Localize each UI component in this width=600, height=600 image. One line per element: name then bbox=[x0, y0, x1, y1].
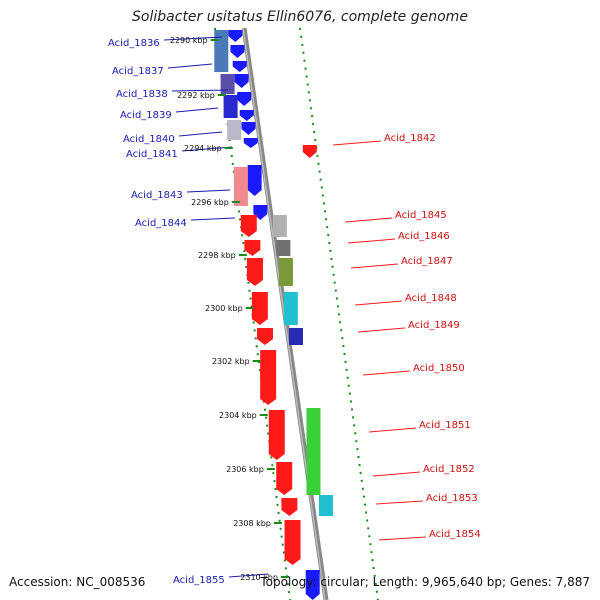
gene-label-acid-1844[interactable]: Acid_1844 bbox=[135, 218, 187, 229]
forward-gene-arrow[interactable] bbox=[234, 74, 249, 88]
tick-label: 2296 kbp bbox=[191, 198, 229, 207]
accession-text: Accession: NC_008536 bbox=[9, 575, 146, 589]
label-connector bbox=[344, 217, 393, 223]
gene-label-acid-1855[interactable]: Acid_1855 bbox=[173, 575, 225, 586]
label-connector bbox=[167, 63, 213, 69]
tick-label: 2290 kbp bbox=[170, 36, 208, 45]
tick-label: 2310 kbp bbox=[240, 573, 278, 582]
gene-label-acid-1848[interactable]: Acid_1848 bbox=[405, 293, 457, 304]
forward-gene-arrow[interactable] bbox=[243, 138, 258, 148]
forward-gene-arrow[interactable] bbox=[232, 61, 247, 72]
label-connector bbox=[186, 189, 231, 193]
label-connector bbox=[362, 370, 411, 376]
label-connector bbox=[375, 500, 424, 505]
label-connector bbox=[357, 327, 406, 333]
reverse-homolog-block bbox=[276, 240, 291, 256]
gene-label-acid-1841[interactable]: Acid_1841 bbox=[126, 149, 178, 160]
reverse-homolog-block bbox=[289, 328, 304, 345]
forward-gene-arrow[interactable] bbox=[305, 570, 320, 600]
label-connector bbox=[332, 140, 382, 146]
reverse-homolog-block bbox=[283, 292, 298, 325]
gene-label-acid-1847[interactable]: Acid_1847 bbox=[401, 256, 453, 267]
label-connector bbox=[350, 263, 399, 269]
forward-gene-arrow[interactable] bbox=[237, 92, 252, 106]
label-connector bbox=[368, 427, 417, 433]
tick-label: 2292 kbp bbox=[177, 91, 215, 100]
forward-gene-arrow[interactable] bbox=[239, 110, 254, 121]
reverse-gene-arrow[interactable] bbox=[244, 240, 261, 256]
reverse-gene-arrow[interactable] bbox=[268, 410, 285, 460]
reverse-gene-arrow[interactable] bbox=[251, 292, 268, 325]
reverse-gene-arrow[interactable] bbox=[276, 462, 293, 495]
gene-label-acid-1850[interactable]: Acid_1850 bbox=[413, 363, 465, 374]
gene-label-acid-1845[interactable]: Acid_1845 bbox=[395, 210, 447, 221]
right-dotted-track bbox=[299, 27, 379, 600]
reverse-gene-arrow[interactable] bbox=[260, 350, 277, 405]
gene-label-acid-1853[interactable]: Acid_1853 bbox=[426, 493, 478, 504]
reverse-homolog-block bbox=[306, 408, 321, 495]
forward-gene-arrow[interactable] bbox=[253, 205, 268, 220]
reverse-homolog-block bbox=[278, 258, 293, 286]
gene-labels: Acid_1836 Acid_1837 Acid_1838 Acid_1839 Acid… bbox=[108, 38, 481, 586]
gene-label-acid-1839[interactable]: Acid_1839 bbox=[120, 110, 172, 121]
tick-label: 2298 kbp bbox=[198, 251, 236, 260]
tick-label: 2300 kbp bbox=[205, 304, 243, 313]
gene-label-acid-1842[interactable]: Acid_1842 bbox=[384, 133, 436, 144]
label-connector bbox=[163, 36, 223, 41]
gene-label-acid-1846[interactable]: Acid_1846 bbox=[398, 231, 450, 242]
gene-label-acid-1843[interactable]: Acid_1843 bbox=[131, 190, 183, 201]
forward-homolog-block bbox=[227, 120, 242, 140]
label-connector bbox=[190, 217, 236, 221]
reverse-gene-arrow[interactable] bbox=[246, 258, 263, 286]
gene-label-acid-1852[interactable]: Acid_1852 bbox=[423, 464, 475, 475]
forward-homolog-block bbox=[220, 74, 235, 94]
label-connector bbox=[354, 300, 403, 306]
reverse-homolog-block bbox=[272, 215, 287, 237]
gene-label-acid-1840[interactable]: Acid_1840 bbox=[123, 134, 175, 145]
label-connectors bbox=[163, 36, 427, 578]
map-title: Solibacter usitatus Ellin6076, complete … bbox=[132, 9, 468, 25]
gene-label-acid-1837[interactable]: Acid_1837 bbox=[112, 66, 164, 77]
reverse-gene-arrow[interactable] bbox=[302, 145, 317, 158]
reverse-gene-arrow[interactable] bbox=[281, 498, 298, 516]
tick-label: 2308 kbp bbox=[233, 519, 271, 528]
forward-gene-arrow[interactable] bbox=[241, 122, 256, 135]
gene-label-acid-1849[interactable]: Acid_1849 bbox=[408, 320, 460, 331]
reverse-gene-arrow[interactable] bbox=[257, 328, 274, 345]
tick-label: 2294 kbp bbox=[184, 144, 222, 153]
forward-homolog-block bbox=[233, 167, 248, 206]
label-connector bbox=[178, 131, 223, 137]
label-connector bbox=[181, 146, 233, 152]
gene-label-acid-1836[interactable]: Acid_1836 bbox=[108, 38, 160, 49]
forward-gene-arrow[interactable] bbox=[230, 45, 245, 58]
reverse-gene-arrow[interactable] bbox=[240, 215, 257, 237]
tick-label: 2302 kbp bbox=[212, 357, 250, 366]
label-connector bbox=[175, 107, 219, 113]
tick-label: 2304 kbp bbox=[219, 411, 257, 420]
forward-homolog-block bbox=[223, 95, 238, 118]
label-connector bbox=[372, 471, 421, 477]
label-connector bbox=[228, 573, 269, 578]
forward-homolog-block bbox=[214, 30, 229, 72]
label-connector bbox=[347, 238, 396, 244]
tick-label: 2306 kbp bbox=[226, 465, 264, 474]
gene-label-acid-1854[interactable]: Acid_1854 bbox=[429, 529, 481, 540]
label-connector bbox=[171, 89, 229, 92]
forward-gene-arrow[interactable] bbox=[228, 30, 243, 42]
label-connector bbox=[378, 536, 427, 541]
forward-gene-arrow[interactable] bbox=[247, 165, 262, 196]
topology-text: Topology: circular; Length: 9,965,640 bp… bbox=[260, 575, 590, 589]
reverse-homolog-block bbox=[318, 495, 333, 516]
reverse-gene-arrow[interactable] bbox=[284, 520, 301, 565]
gene-label-acid-1851[interactable]: Acid_1851 bbox=[419, 420, 471, 431]
scale-ticks: 2290 kbp 2292 kbp 2294 kbp 2296 kbp 2298 kbp… bbox=[170, 36, 289, 582]
gene-label-acid-1838[interactable]: Acid_1838 bbox=[116, 89, 168, 100]
